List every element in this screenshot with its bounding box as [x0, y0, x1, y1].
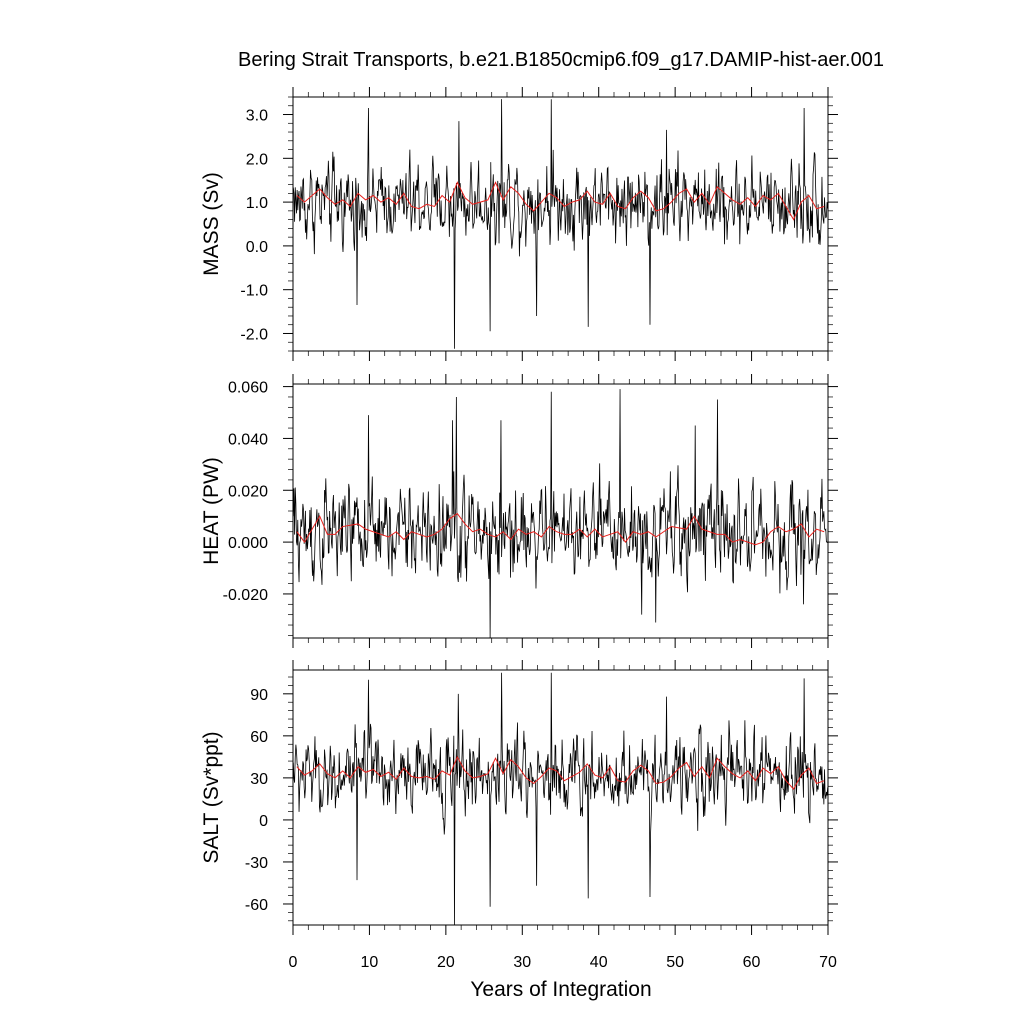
series-annual — [296, 512, 825, 546]
x-tick-label: 10 — [361, 954, 379, 971]
x-axis-label: Years of Integration — [470, 978, 651, 1001]
plot-frame — [292, 96, 829, 352]
y-tick-label: 30 — [250, 771, 268, 788]
series-annual — [296, 181, 825, 221]
series-monthly — [292, 389, 829, 639]
y-tick-label: 0.0 — [246, 239, 268, 256]
y-tick-label: -30 — [245, 855, 268, 872]
y-axis-label: SALT (Sv*ppt) — [200, 731, 223, 863]
series-monthly — [292, 672, 829, 926]
chart-title: Bering Strait Transports, b.e21.B1850cmi… — [238, 49, 884, 71]
y-tick-label: -60 — [245, 897, 268, 914]
plot-frame — [292, 383, 829, 639]
y-tick-label: 0.040 — [228, 431, 268, 448]
series-annual — [296, 755, 825, 790]
y-tick-label: -0.020 — [223, 587, 268, 604]
y-axis-label: HEAT (PW) — [200, 457, 223, 565]
panel-3: 90 60 30 0 -30 -60 SALT (Sv*ppt) — [200, 660, 838, 935]
x-tick-label: 50 — [666, 954, 684, 971]
y-tick-label: 1.0 — [246, 195, 268, 212]
x-tick-label: 70 — [819, 954, 837, 971]
y-tick-label: 0.060 — [228, 380, 268, 397]
x-tick-label: 30 — [513, 954, 531, 971]
y-axis-label: MASS (Sv) — [200, 172, 223, 276]
y-tick-label: -2.0 — [240, 326, 268, 343]
y-tick-label: 60 — [250, 729, 268, 746]
x-tick-label: 0 — [289, 954, 298, 971]
y-tick-label: -1.0 — [240, 283, 268, 300]
y-tick-label: 0 — [259, 813, 268, 830]
y-tick-label: 0.020 — [228, 483, 268, 500]
y-tick-label: 90 — [250, 687, 268, 704]
y-tick-label: 0.000 — [228, 535, 268, 552]
panel-1: 3.0 2.0 1.0 0.0 -1.0 -2.0 MASS (Sv) — [200, 87, 838, 361]
series-monthly — [292, 99, 829, 349]
y-tick-label: 3.0 — [246, 108, 268, 125]
x-tick-label: 40 — [590, 954, 608, 971]
plot-frame — [292, 669, 829, 926]
x-tick-label: 60 — [743, 954, 761, 971]
panel-2: 0.060 0.040 0.020 0.000 -0.020 HEAT (PW) — [200, 374, 838, 648]
x-tick-label: 20 — [437, 954, 455, 971]
y-tick-label: 2.0 — [246, 151, 268, 168]
